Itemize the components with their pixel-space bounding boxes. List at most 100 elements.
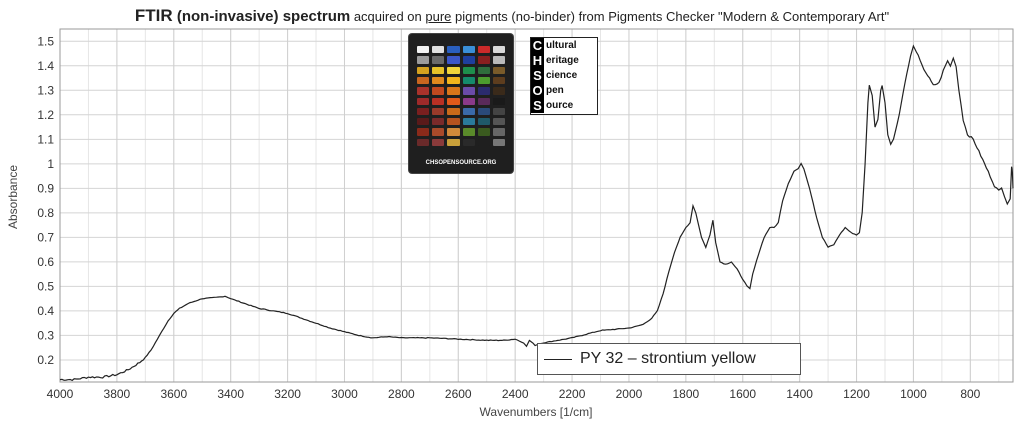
checker-swatch xyxy=(447,87,460,95)
checker-swatch xyxy=(417,107,430,116)
x-tick-label: 3200 xyxy=(274,387,301,401)
chart-grid xyxy=(59,29,1013,382)
checker-swatch xyxy=(432,138,445,146)
y-tick-label: 1.2 xyxy=(37,108,54,122)
logo-cap: S xyxy=(531,98,544,113)
checker-swatch xyxy=(417,66,430,74)
checker-swatch xyxy=(492,76,505,85)
checker-swatch xyxy=(492,46,505,54)
checker-swatch xyxy=(462,138,475,146)
y-tick-label: 0.7 xyxy=(37,230,54,244)
checker-swatch-grid xyxy=(417,46,505,146)
checker-swatch xyxy=(477,46,490,54)
checker-swatch xyxy=(477,128,490,136)
y-tick-label: 1.4 xyxy=(37,59,54,73)
checker-swatch xyxy=(477,118,490,126)
x-tick-label: 3800 xyxy=(104,387,131,401)
logo-cap: H xyxy=(531,53,544,68)
checker-swatch xyxy=(432,56,445,64)
logo-cap: C xyxy=(531,38,544,53)
logo-word: ultural xyxy=(546,40,577,51)
y-axis-label: Absorbance xyxy=(6,165,20,229)
y-tick-label: 1.1 xyxy=(37,132,54,146)
checker-swatch xyxy=(462,87,475,95)
checker-swatch xyxy=(417,87,430,95)
x-tick-label: 3600 xyxy=(160,387,187,401)
x-tick-labels: 4000 3800 3600 3400 3200 3000 2800 2600 2400 2200… xyxy=(47,387,981,401)
chart-legend: PY 32 – strontium yellow xyxy=(537,343,801,375)
checker-swatch xyxy=(432,76,445,85)
checker-swatch xyxy=(477,97,490,105)
x-tick-label: 1800 xyxy=(672,387,699,401)
checker-swatch xyxy=(432,87,445,95)
checker-swatch xyxy=(432,118,445,126)
checker-swatch xyxy=(462,107,475,116)
checker-swatch xyxy=(462,66,475,74)
legend-line-swatch xyxy=(544,358,572,360)
y-tick-label: 1.3 xyxy=(37,83,54,97)
y-tick-label: 0.4 xyxy=(37,304,54,318)
checker-swatch xyxy=(462,97,475,105)
series-line-py32 xyxy=(59,44,1014,382)
title-mid: (non-invasive) spectrum xyxy=(172,8,351,25)
x-tick-label: 2600 xyxy=(445,387,472,401)
checker-site-text: CHSOPENSOURCE.ORG xyxy=(425,160,497,166)
title-bold: FTIR xyxy=(134,6,173,25)
y-tick-labels: 0.2 0.3 0.4 0.5 0.6 0.7 0.8 0.9 1 1.1 1.2 1.3 1.4 1.5 xyxy=(37,34,54,367)
checker-swatch xyxy=(447,118,460,126)
y-tick-label: 0.2 xyxy=(37,353,54,367)
title-pre: acquired on xyxy=(350,9,426,24)
title-post: pigments (no-binder) from Pigments Check… xyxy=(451,9,890,24)
x-tick-label: 1400 xyxy=(786,387,813,401)
title-underlined: pure xyxy=(425,9,452,24)
y-tick-label: 0.9 xyxy=(37,181,54,195)
x-tick-label: 2000 xyxy=(616,387,643,401)
checker-swatch xyxy=(417,138,430,146)
x-tick-label: 2200 xyxy=(559,387,586,401)
checker-swatch xyxy=(477,107,490,116)
y-tick-label: 1 xyxy=(47,157,54,171)
checker-swatch xyxy=(447,138,460,146)
x-tick-label: 4000 xyxy=(47,387,74,401)
checker-swatch xyxy=(447,128,460,136)
chart-title: FTIR (non-invasive) spectrum acquired on… xyxy=(0,6,1024,26)
y-tick-label: 0.5 xyxy=(37,279,54,293)
x-tick-label: 2400 xyxy=(502,387,529,401)
checker-swatch xyxy=(417,128,430,136)
x-axis-label: Wavenumbers [1/cm] xyxy=(480,405,593,419)
checker-swatch xyxy=(492,56,505,64)
checker-swatch xyxy=(432,107,445,116)
y-tick-label: 0.6 xyxy=(37,255,54,269)
checker-swatch xyxy=(417,46,430,54)
plot-area-border xyxy=(59,28,1014,383)
checker-swatch xyxy=(477,76,490,85)
checker-swatch xyxy=(462,118,475,126)
checker-swatch xyxy=(492,128,505,136)
plot-frame xyxy=(59,28,1014,383)
checker-swatch xyxy=(477,87,490,95)
checker-swatch xyxy=(447,97,460,105)
y-tick-label: 1.5 xyxy=(37,34,54,48)
checker-swatch xyxy=(417,97,430,105)
x-tick-label: 1200 xyxy=(843,387,870,401)
checker-swatch xyxy=(447,107,460,116)
x-tick-label: 1600 xyxy=(729,387,756,401)
checker-swatch xyxy=(462,46,475,54)
checker-swatch xyxy=(432,97,445,105)
checker-swatch xyxy=(417,118,430,126)
x-tick-label: 1000 xyxy=(900,387,927,401)
checker-swatch xyxy=(432,128,445,136)
checker-swatch xyxy=(447,56,460,64)
logo-cap: O xyxy=(531,83,544,98)
checker-swatch xyxy=(477,138,490,146)
checker-swatch xyxy=(492,107,505,116)
x-tick-label: 2800 xyxy=(388,387,415,401)
checker-swatch xyxy=(477,56,490,64)
checker-swatch xyxy=(447,66,460,74)
checker-swatch xyxy=(492,118,505,126)
checker-swatch xyxy=(447,76,460,85)
checker-swatch xyxy=(492,138,505,146)
